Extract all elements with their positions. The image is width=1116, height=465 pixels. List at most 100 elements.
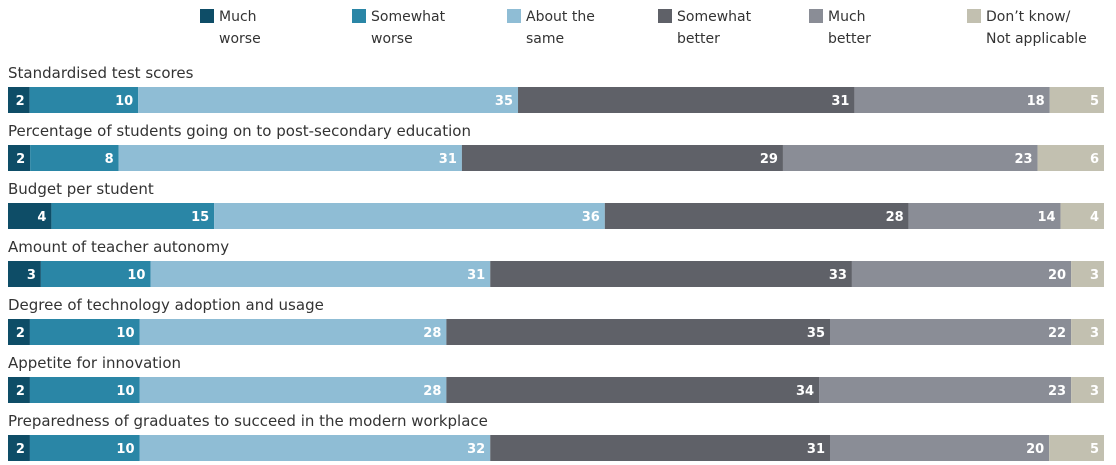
bar-segment [29,435,140,461]
bar-row: Appetite for innovation 2 10 28 34 23 3 [8,354,1104,403]
bar-segment [8,203,52,229]
data-label: 2 [16,152,25,167]
data-label: 15 [191,210,209,225]
bar-segment [851,261,1072,287]
bar-segment [139,435,491,461]
bar-segment [51,203,215,229]
bar-row: Standardised test scores 2 10 35 31 18 5 [8,64,1104,113]
bar-row: Degree of technology adoption and usage 2… [8,296,1104,345]
data-label: 10 [127,268,145,283]
category-label: Preparedness of graduates to succeed in … [8,412,488,430]
data-label: 31 [807,442,825,457]
bar-segment [1037,145,1104,171]
bar-segment [214,203,605,229]
bar-segment [138,87,519,113]
category-label: Amount of teacher autonomy [8,238,229,256]
legend-label: Not applicable [986,31,1087,47]
data-label: 10 [116,384,134,399]
data-label: 2 [16,326,25,341]
bar-row: Budget per student 4 15 36 28 14 4 [8,180,1104,229]
data-label: 10 [116,326,134,341]
bar-segment [1071,377,1104,403]
legend-swatch [352,9,366,23]
bar-segment [8,435,30,461]
data-label: 4 [37,210,46,225]
bar-segment [29,377,140,403]
bar-segment [518,87,855,113]
bar-segment [446,319,830,345]
bar-segment [8,87,30,113]
bar-segment [1049,435,1104,461]
legend-label: Somewhat [371,9,446,25]
data-label: 3 [1090,326,1099,341]
bar-segment [908,203,1061,229]
category-label: Budget per student [8,180,154,198]
data-label: 28 [423,384,441,399]
bar-segment [490,435,830,461]
data-label: 31 [439,152,457,167]
data-label: 5 [1090,442,1099,457]
legend-swatch [507,9,521,23]
data-label: 23 [1014,152,1032,167]
category-label: Appetite for innovation [8,354,181,372]
legend-item: Much better [809,9,871,47]
legend-swatch [200,9,214,23]
data-label: 23 [1048,384,1066,399]
legend-label: Somewhat [677,9,752,25]
bar-segment [1049,87,1104,113]
legend-label: worse [371,31,413,47]
data-label: 3 [1090,384,1099,399]
legend-swatch [809,9,823,23]
legend-label: Much [828,9,866,25]
bar-segment [8,319,30,345]
bar-segment [446,377,820,403]
bar-segment [8,377,30,403]
data-label: 32 [467,442,485,457]
bar-segment [1060,203,1104,229]
bar-segment [830,319,1072,345]
category-label: Percentage of students going on to post-… [8,122,471,140]
bar-segment [29,319,140,345]
bar-segment [139,319,447,345]
bar-segment [819,377,1072,403]
data-label: 35 [495,94,513,109]
data-label: 33 [829,268,847,283]
legend-label: About the [526,9,595,25]
legend-label: same [526,31,564,47]
legend-swatch [967,9,981,23]
data-label: 6 [1090,152,1099,167]
data-label: 8 [105,152,114,167]
data-label: 35 [807,326,825,341]
legend-label: better [828,31,871,47]
legend-item: Much worse [200,9,261,47]
legend-swatch [658,9,672,23]
data-label: 36 [582,210,600,225]
legend-label: Much [219,9,257,25]
bar-row: Percentage of students going on to post-… [8,122,1104,171]
data-label: 10 [115,94,133,109]
legend-item: About the same [507,9,595,47]
data-label: 28 [886,210,904,225]
bar-segment [1071,319,1104,345]
bar-segment [490,261,852,287]
data-label: 3 [27,268,36,283]
data-label: 5 [1090,94,1099,109]
bar-segment [150,261,491,287]
category-label: Standardised test scores [8,64,194,82]
bar-segment [830,435,1050,461]
legend-item: Somewhat better [658,9,752,47]
data-label: 31 [467,268,485,283]
bar-segment [1071,261,1104,287]
data-label: 3 [1090,268,1099,283]
data-label: 20 [1026,442,1044,457]
data-label: 22 [1048,326,1066,341]
bar-segment [139,377,447,403]
bar-segment [8,261,41,287]
bar-row: Amount of teacher autonomy 3 10 31 33 20 3 [8,238,1104,287]
data-label: 10 [116,442,134,457]
legend-label: better [677,31,720,47]
data-label: 14 [1037,210,1055,225]
data-label: 2 [16,384,25,399]
